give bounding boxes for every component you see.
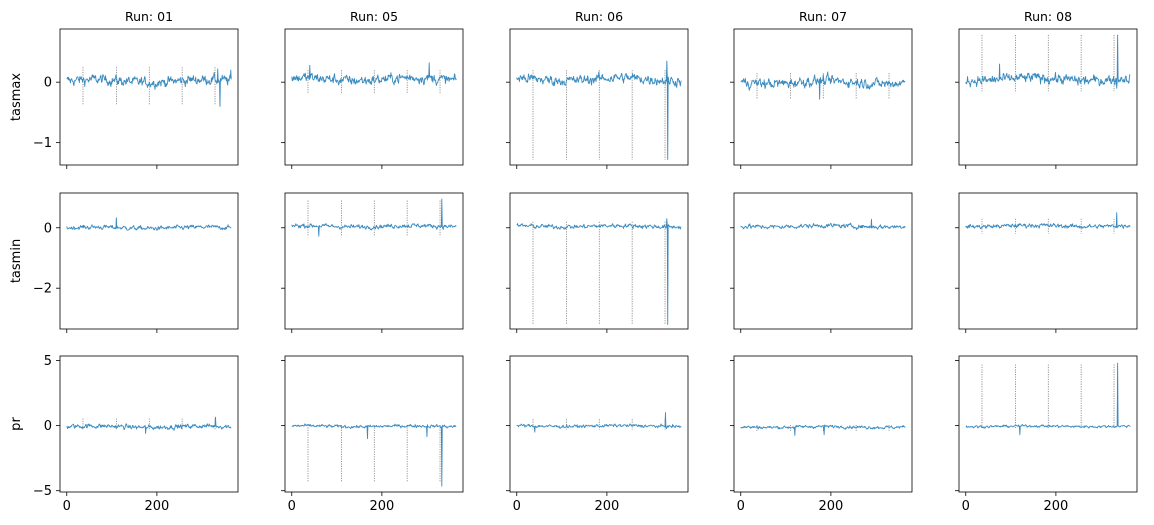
x-tick-label: 0 (737, 499, 745, 514)
y-tick-label: 0 (44, 221, 52, 236)
y-tick-label: 5 (44, 354, 52, 369)
x-tick-label: 0 (962, 499, 970, 514)
x-tick-label: 200 (818, 499, 843, 514)
panel-2-pr: 0 200 (281, 355, 464, 514)
y-tick-label: −2 (33, 282, 52, 297)
series-line (66, 416, 232, 434)
axes-frame (284, 192, 464, 330)
axes-frame (59, 192, 239, 330)
x-tick-label: 200 (144, 499, 169, 514)
panel-title: Run: 07 (799, 9, 847, 24)
y-tick-label: −1 (33, 136, 52, 151)
panel-title: Run: 08 (1024, 9, 1072, 24)
y-tick-label: 0 (44, 76, 52, 91)
y-tick-label: −5 (33, 484, 52, 499)
axes-frame (509, 192, 689, 330)
series-line (291, 198, 457, 237)
x-tick-label: 0 (63, 499, 71, 514)
series-line (516, 218, 682, 325)
series-line (740, 71, 906, 100)
series-line (965, 362, 1131, 436)
axes-frame (59, 355, 239, 493)
panel-5-tasmin (955, 192, 1138, 333)
series-line (740, 218, 906, 231)
axes-frame (733, 355, 913, 493)
axes-frame (509, 28, 689, 166)
series-line (516, 60, 682, 161)
series-line (66, 217, 232, 231)
panel-1-pr: 5 0 −5 0 200 pr (9, 354, 239, 514)
panel-1-tasmin: 0 −2 tasmin (9, 192, 239, 333)
series-line (66, 68, 232, 107)
axes-frame (958, 355, 1138, 493)
panel-3-tasmin (506, 192, 689, 333)
panel-title: Run: 06 (575, 9, 623, 24)
panel-4-tasmin (730, 192, 913, 333)
series-line (740, 424, 906, 436)
panel-3-tasmax: Run: 06 (506, 9, 689, 169)
series-line (291, 62, 457, 86)
x-tick-label: 200 (594, 499, 619, 514)
series-line (516, 412, 682, 433)
panel-title: Run: 01 (125, 9, 173, 24)
axes-frame (284, 28, 464, 166)
y-axis-label: pr (9, 417, 24, 431)
axes-frame (958, 28, 1138, 166)
series-line (291, 423, 457, 487)
panel-3-pr: 0 200 (506, 355, 689, 514)
panel-5-pr: 0 200 (955, 355, 1138, 514)
x-tick-label: 200 (369, 499, 394, 514)
axes-frame (733, 28, 913, 166)
x-tick-label: 0 (288, 499, 296, 514)
panel-2-tasmax: Run: 05 (281, 9, 464, 169)
panel-4-pr: 0 200 (730, 355, 913, 514)
series-line (965, 34, 1131, 89)
y-axis-label: tasmin (9, 239, 24, 283)
series-line (965, 212, 1131, 230)
x-tick-label: 0 (513, 499, 521, 514)
panel-2-tasmin (281, 192, 464, 333)
axes-frame (284, 355, 464, 493)
axes-frame (958, 192, 1138, 330)
panel-5-tasmax: Run: 08 (955, 9, 1138, 169)
y-tick-label: 0 (44, 419, 52, 434)
x-tick-label: 200 (1043, 499, 1068, 514)
axes-frame (59, 28, 239, 166)
axes-frame (733, 192, 913, 330)
panel-1-tasmax: 0 −1 Run: 01 tasmax (9, 9, 239, 169)
y-axis-label: tasmax (9, 73, 24, 121)
axes-frame (509, 355, 689, 493)
panel-4-tasmax: Run: 07 (730, 9, 913, 169)
panel-title: Run: 05 (350, 9, 398, 24)
